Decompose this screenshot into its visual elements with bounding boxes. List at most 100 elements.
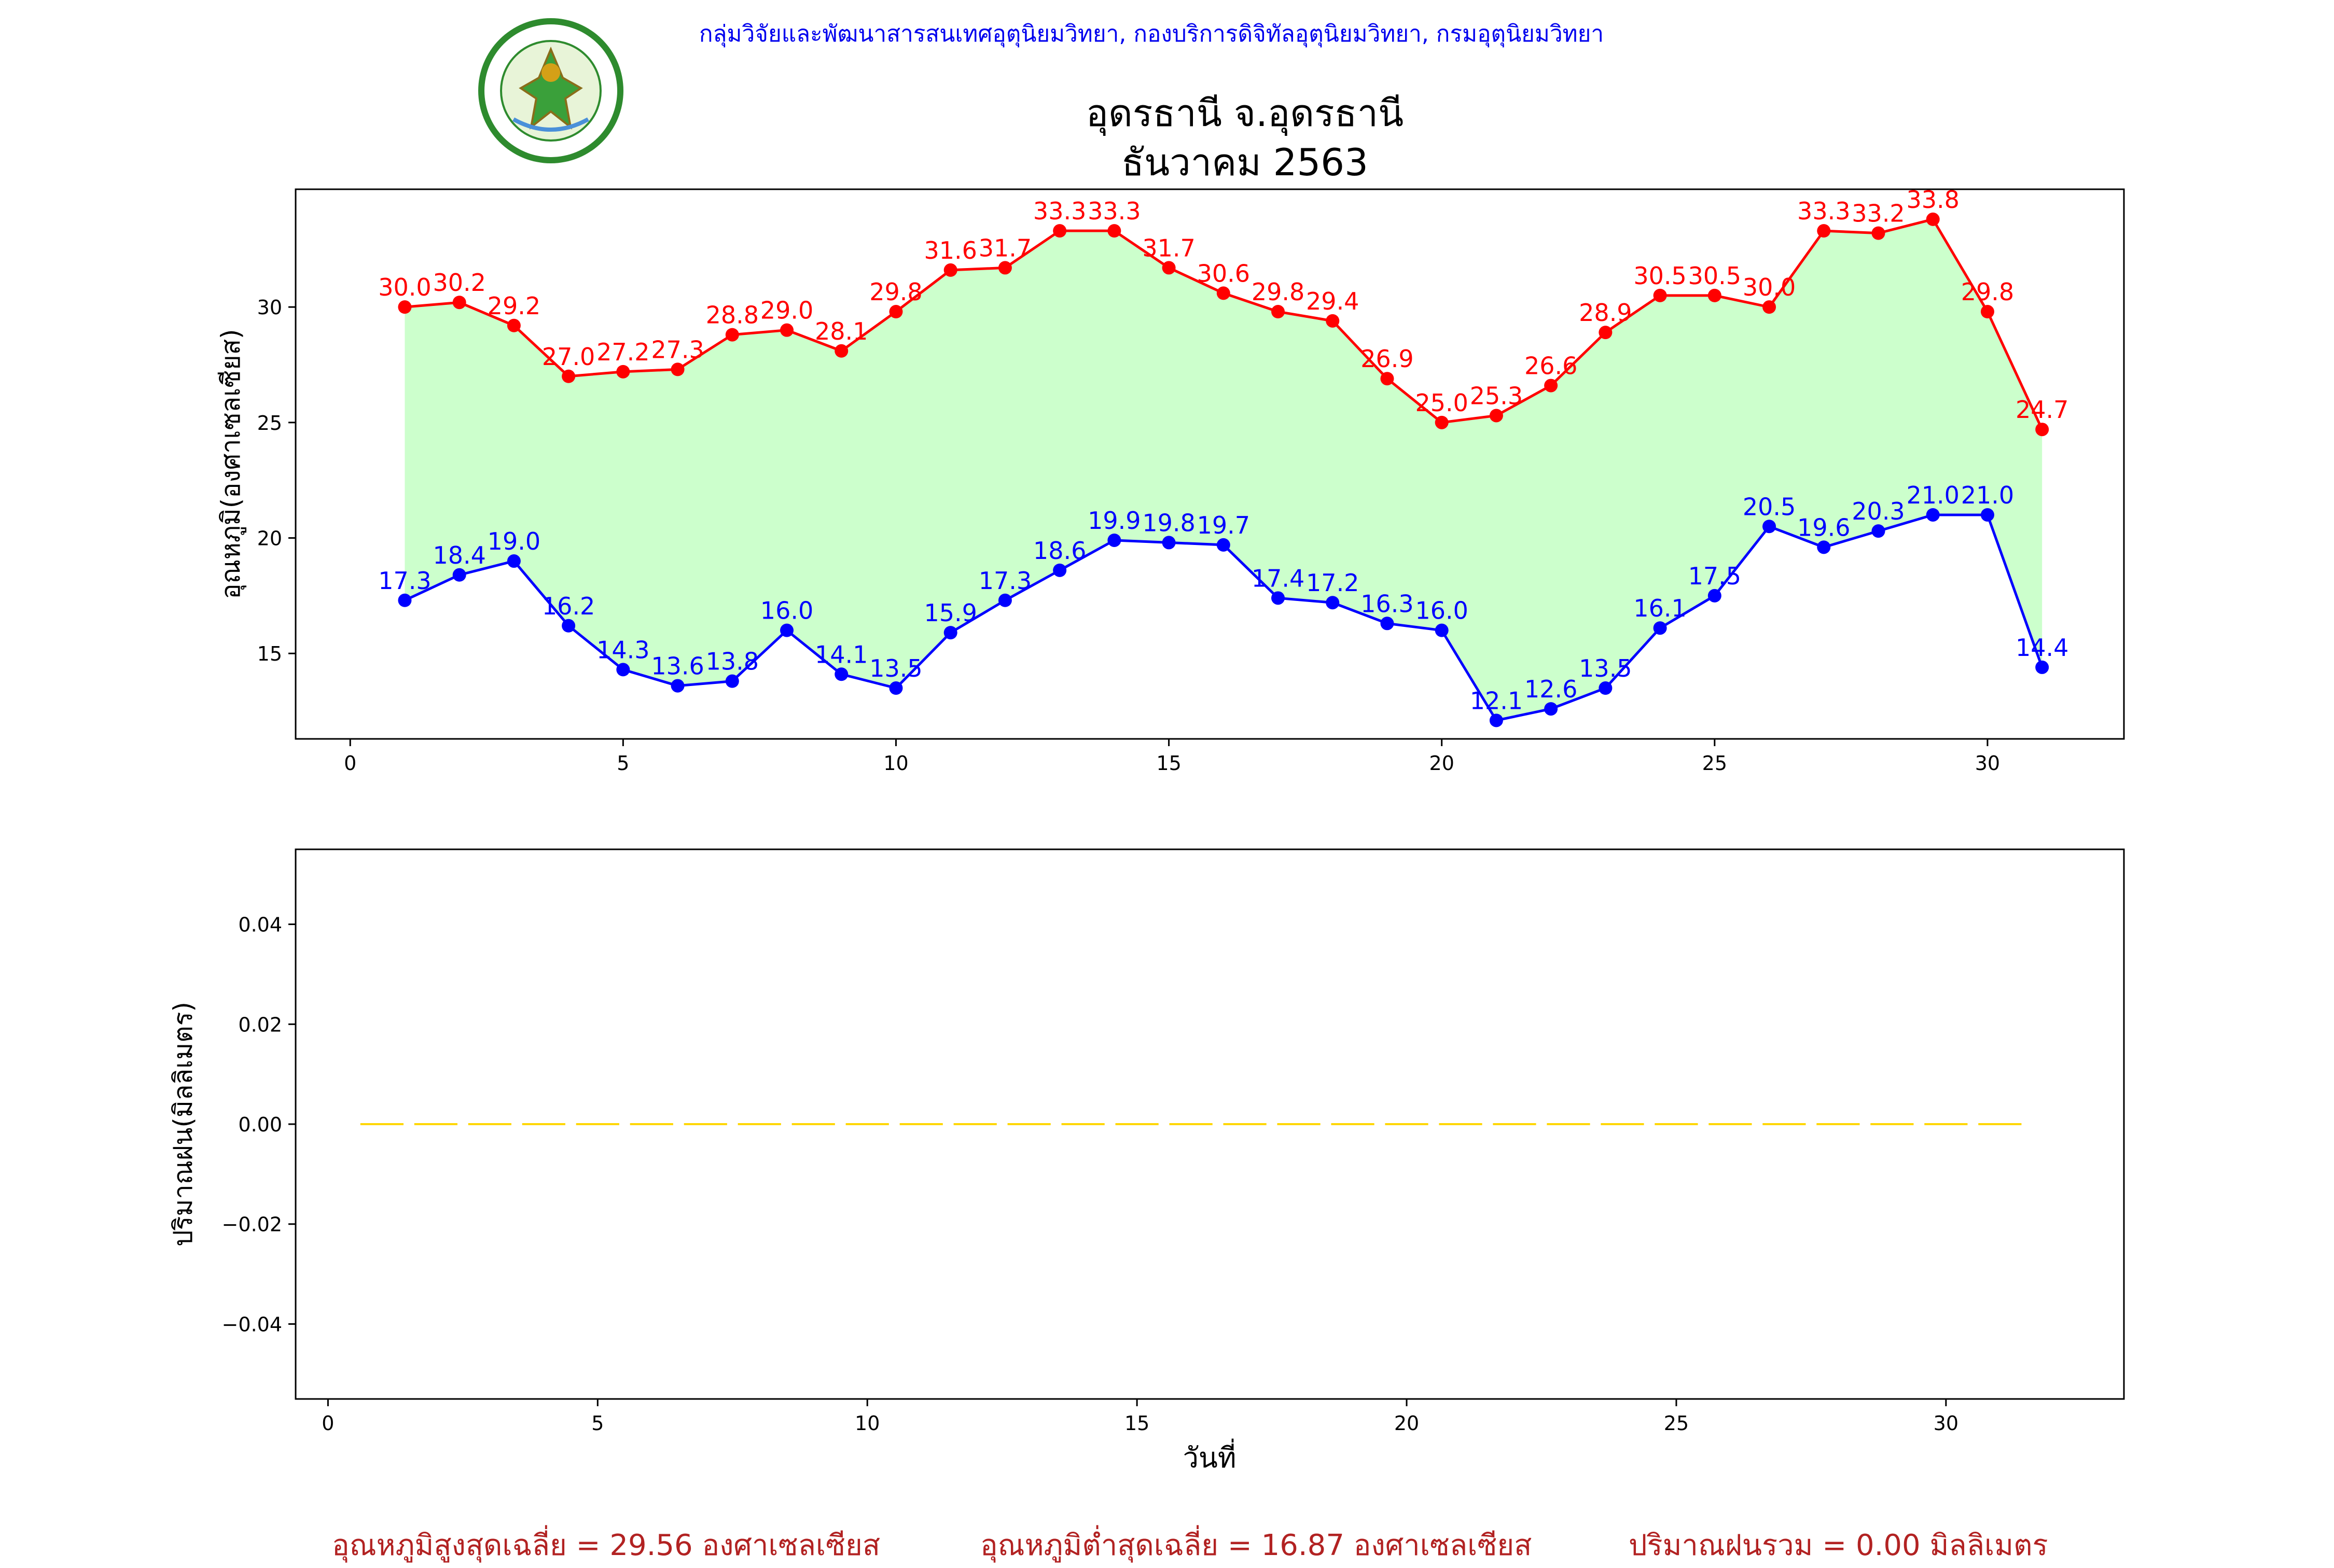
max-temperature-label: 30.0 — [378, 273, 431, 301]
max-temperature-point — [1817, 224, 1831, 238]
x-tick-label: 10 — [855, 1412, 880, 1435]
temperature-plot-frame — [295, 188, 2125, 740]
max-temperature-label: 25.0 — [1415, 389, 1468, 417]
range-fill-area — [405, 219, 2043, 721]
max-temperature-label: 29.8 — [1252, 278, 1304, 306]
max-temperature-label: 30.2 — [433, 269, 485, 297]
min-temperature-point — [398, 593, 412, 607]
min-temperature-point — [1326, 596, 1340, 610]
max-temperature-label: 30.5 — [1633, 262, 1686, 290]
max-temperature-point — [1489, 409, 1503, 423]
min-temperature-point — [1817, 540, 1831, 554]
rainfall-x-axis: 0 5 10 15 20 25 30 — [322, 1399, 1958, 1435]
min-temperature-label: 17.5 — [1688, 562, 1741, 590]
agency-header: กลุ่มวิจัยและพัฒนาสารสนเทศอุตุนิยมวิทยา,… — [699, 21, 1604, 47]
chart-title-month: ธันวาคม 2563 — [1121, 141, 1368, 184]
x-tick-label: 30 — [1975, 752, 2000, 775]
max-temperature-point — [1380, 372, 1394, 386]
y-tick-label: 15 — [257, 642, 282, 665]
x-tick-label: 20 — [1394, 1412, 1419, 1435]
max-temperature-point — [1926, 212, 1940, 226]
max-temperature-label: 27.2 — [596, 338, 649, 366]
max-temperature-label: 27.0 — [542, 343, 595, 371]
temperature-range-fill — [405, 219, 2043, 721]
max-temperature-point — [452, 296, 466, 310]
max-temperature-label: 31.7 — [979, 234, 1032, 262]
min-temperature-point — [1053, 563, 1067, 577]
chart-title-station: อุดรธานี จ.อุดรธานี — [1086, 91, 1404, 135]
max-temperature-point — [1162, 261, 1176, 275]
max-temperature-point — [2035, 423, 2049, 437]
max-temperature-label: 33.8 — [1907, 186, 1960, 214]
max-temperature-label: 28.1 — [815, 317, 868, 345]
min-temperature-label: 16.0 — [760, 597, 813, 625]
max-temperature-label: 29.0 — [760, 297, 813, 325]
average-min-temperature: อุณหภูมิต่ำสุดเฉลี่ย = 16.87 องศาเซลเซีย… — [980, 1529, 1532, 1562]
min-temperature-point — [1489, 713, 1503, 727]
max-temperature-point — [1653, 288, 1667, 302]
max-temperature-point — [835, 344, 849, 358]
y-tick-label: 20 — [257, 527, 282, 550]
total-rainfall: ปริมาณฝนรวม = 0.00 มิลลิเมตร — [1629, 1529, 2048, 1562]
min-temperature-label: 12.1 — [1470, 687, 1523, 715]
min-temperature-label: 19.9 — [1088, 507, 1141, 535]
x-tick-label: 5 — [617, 752, 629, 775]
y-tick-label: 0.04 — [238, 914, 282, 936]
min-temperature-point — [725, 674, 739, 688]
max-temperature-point — [780, 323, 794, 337]
max-temperature-point — [889, 305, 903, 319]
max-temperature-point — [1271, 305, 1285, 319]
max-temperature-point — [398, 300, 412, 314]
max-temperature-point — [1216, 286, 1230, 300]
min-temperature-label: 13.6 — [651, 652, 704, 680]
min-temperature-point — [1380, 617, 1394, 631]
max-temperature-point — [562, 369, 576, 383]
max-temperature-label: 29.2 — [488, 292, 540, 320]
max-temperature-label: 33.2 — [1852, 200, 1905, 228]
max-temperature-label: 30.5 — [1688, 262, 1741, 290]
min-temperature-point — [1653, 621, 1667, 635]
y-tick-label: 25 — [257, 412, 282, 435]
rainfall-y-axis: −0.04 −0.02 0.00 0.02 0.04 — [222, 914, 296, 1336]
min-temperature-point — [1980, 508, 1994, 522]
temperature-y-axis-label: อุณหภูมิ(องศาเซลเซียส) — [216, 329, 246, 599]
max-temperature-point — [1599, 326, 1613, 340]
x-tick-label: 0 — [344, 752, 356, 775]
max-temperature-label: 27.3 — [651, 335, 704, 363]
x-tick-label: 5 — [591, 1412, 604, 1435]
max-temperature-point — [1707, 288, 1721, 302]
rainfall-x-axis-label: วันที่ — [1183, 1438, 1237, 1474]
temperature-x-axis: 0 5 10 15 20 25 30 — [344, 739, 2000, 775]
max-temperature-label: 29.4 — [1306, 287, 1359, 315]
min-temperature-label: 18.6 — [1033, 537, 1086, 565]
min-temperature-label: 16.0 — [1415, 597, 1468, 625]
min-temperature-point — [835, 667, 849, 681]
x-tick-label: 25 — [1664, 1412, 1689, 1435]
min-temperature-point — [452, 568, 466, 582]
min-temperature-label: 14.3 — [596, 636, 649, 664]
max-temperature-label: 31.6 — [924, 236, 977, 264]
min-temperature-label: 16.2 — [542, 592, 595, 620]
min-temperature-label: 21.0 — [1907, 481, 1960, 509]
min-temperature-point — [1435, 623, 1449, 637]
min-temperature-label: 20.3 — [1852, 497, 1905, 525]
min-temperature-point — [1162, 536, 1176, 550]
min-temperature-point — [1271, 591, 1285, 605]
min-temperature-label: 21.0 — [1961, 481, 2014, 509]
max-temperature-point — [998, 261, 1012, 275]
min-temperature-label: 13.5 — [869, 654, 922, 682]
max-temperature-point — [671, 362, 685, 376]
max-temperature-label: 33.3 — [1033, 197, 1086, 225]
average-max-temperature: อุณหภูมิสูงสุดเฉลี่ย = 29.56 องศาเซลเซีย… — [332, 1529, 881, 1562]
min-temperature-point — [507, 554, 521, 568]
min-temperature-label: 19.6 — [1797, 513, 1850, 541]
min-temperature-point — [1216, 538, 1230, 552]
min-temperature-point — [616, 663, 630, 677]
max-temperature-point — [1762, 300, 1776, 314]
min-temperature-label: 13.5 — [1579, 654, 1632, 682]
min-temperature-label: 19.7 — [1197, 511, 1250, 539]
max-temperature-point — [1544, 379, 1558, 393]
x-tick-label: 20 — [1429, 752, 1454, 775]
summary-footer: อุณหภูมิสูงสุดเฉลี่ย = 29.56 องศาเซลเซีย… — [0, 1522, 2334, 1563]
